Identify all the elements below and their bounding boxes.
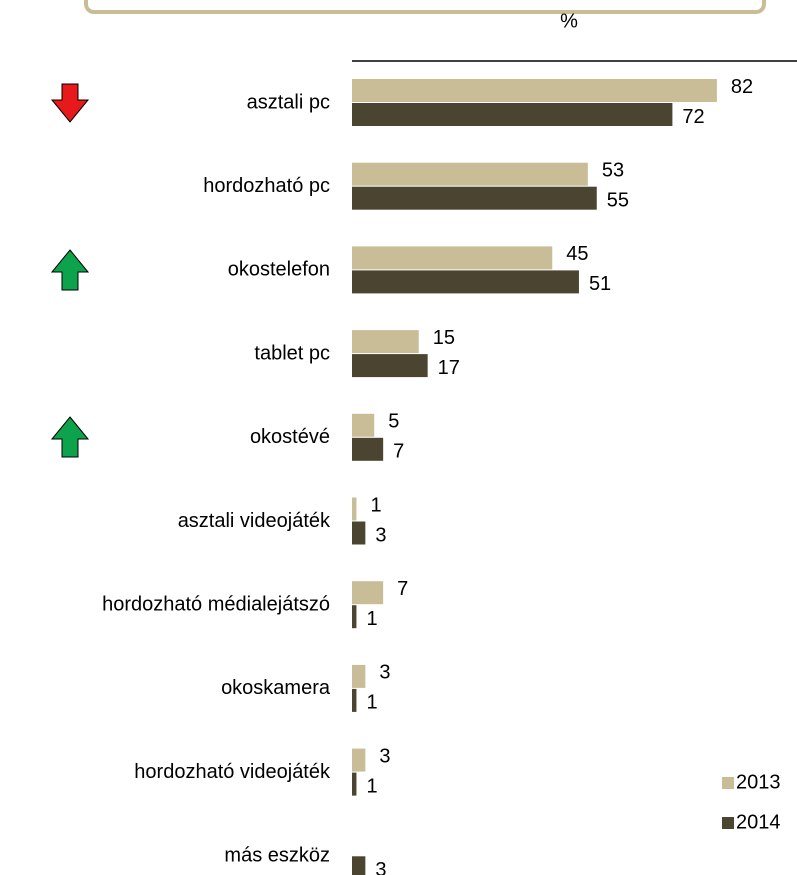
category-label: tablet pc	[254, 342, 330, 364]
down-arrow	[50, 83, 90, 123]
category-label: okoskamera	[221, 677, 331, 699]
bar	[352, 605, 357, 629]
category-label: asztali videojáték	[178, 510, 331, 532]
value-label: 7	[397, 578, 408, 600]
bar	[352, 664, 366, 688]
value-label: 15	[433, 327, 455, 349]
bar	[352, 330, 419, 354]
bar	[352, 413, 375, 437]
category-label: okostelefon	[228, 259, 330, 281]
legend-swatch	[722, 817, 734, 829]
bar	[352, 270, 579, 294]
category-label: hordozható videojáték	[134, 761, 331, 783]
up-arrow	[50, 416, 90, 458]
axis-label: %	[560, 10, 578, 32]
value-label: 1	[366, 608, 377, 630]
value-label: 3	[375, 524, 386, 546]
value-label: 1	[370, 494, 381, 516]
value-label: 55	[607, 189, 629, 211]
category-label: asztali pc	[247, 91, 330, 113]
legend-label: 2013	[736, 771, 781, 793]
value-label: 17	[438, 357, 460, 379]
bar	[352, 521, 366, 545]
category-label: okostévé	[250, 426, 330, 448]
bar	[352, 856, 366, 875]
bar	[352, 246, 553, 270]
value-label: 3	[375, 859, 386, 875]
bar	[352, 79, 717, 102]
header-box	[84, 0, 766, 14]
value-label: 82	[731, 76, 753, 98]
value-label: 53	[602, 159, 624, 181]
value-label: 72	[682, 106, 704, 128]
legend-label: 2014	[736, 811, 781, 833]
bar	[352, 581, 384, 605]
bar	[352, 186, 597, 210]
value-label: 3	[379, 745, 390, 767]
value-label: 1	[366, 775, 377, 797]
up-arrow	[50, 249, 90, 291]
category-label: hordozható médialejátszó	[102, 593, 330, 615]
legend-swatch	[722, 777, 734, 789]
value-label: 7	[393, 441, 404, 463]
bar	[352, 748, 366, 772]
bar	[352, 437, 384, 461]
bar	[352, 688, 357, 712]
category-label: más eszköz	[224, 845, 330, 867]
value-label: 51	[589, 273, 611, 295]
bar	[352, 103, 673, 126]
value-label: 3	[379, 662, 390, 684]
category-label: hordozható pc	[203, 175, 330, 197]
bar	[352, 162, 588, 186]
value-label: 1	[366, 692, 377, 714]
bar	[352, 497, 357, 521]
value-label: 45	[566, 243, 588, 265]
bar	[352, 354, 428, 378]
value-label: 5	[388, 411, 399, 433]
bar	[352, 772, 357, 796]
